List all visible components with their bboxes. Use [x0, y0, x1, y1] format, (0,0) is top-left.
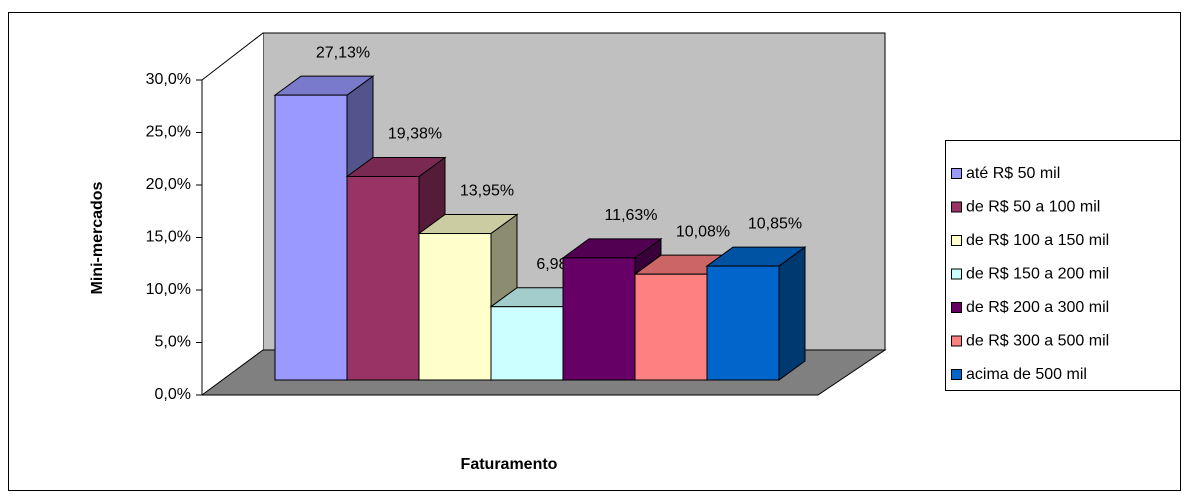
value-label: 10,08% [676, 223, 730, 240]
legend [945, 140, 1181, 391]
bar [346, 176, 420, 381]
y-tick-label: 15,0% [146, 229, 191, 246]
bar [274, 94, 348, 381]
bar [490, 306, 564, 381]
side-wall [202, 33, 263, 395]
bar [418, 233, 492, 381]
legend-label: de R$ 50 a 100 mil [966, 199, 1100, 216]
value-label: 11,63% [604, 207, 657, 224]
y-tick-label: 0,0% [155, 386, 191, 403]
y-tick-label: 25,0% [146, 124, 191, 141]
y-tick-label: 20,0% [146, 176, 191, 193]
legend-label: de R$ 150 a 200 mil [966, 266, 1109, 283]
legend-swatch [951, 268, 962, 280]
bar [634, 273, 708, 381]
y-axis-title: Mini-mercados [89, 181, 106, 294]
legend-label: de R$ 200 a 300 mil [966, 299, 1109, 316]
legend-swatch [951, 369, 962, 380]
value-label: 10,85% [748, 215, 802, 232]
value-label: 27,13% [316, 44, 370, 61]
legend-swatch [951, 302, 962, 313]
value-label: 19,38% [388, 126, 442, 143]
legend-swatch [951, 235, 962, 246]
legend-label: de R$ 300 a 500 mil [966, 333, 1109, 350]
legend-label: até R$ 50 mil [966, 165, 1060, 182]
y-tick-label: 10,0% [146, 281, 191, 298]
y-tick-label: 30,0% [146, 71, 191, 88]
value-label: 13,95% [460, 183, 514, 200]
bar [706, 265, 780, 381]
legend-label: acima de 500 mil [966, 366, 1087, 383]
legend-swatch [951, 168, 962, 179]
side-edge [201, 32, 264, 81]
legend-label: de R$ 100 a 150 mil [966, 232, 1109, 249]
bar-side [778, 246, 806, 381]
bar [562, 257, 636, 381]
x-axis-title: Faturamento [461, 456, 558, 473]
legend-swatch [951, 201, 962, 213]
y-tick-label: 5,0% [155, 334, 191, 351]
legend-swatch [951, 335, 962, 347]
